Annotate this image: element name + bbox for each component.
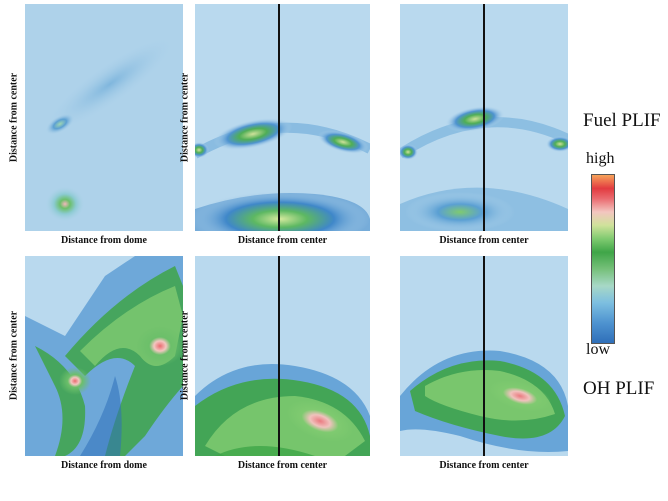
x-axis-label-fuel-3: Distance from center [439, 235, 529, 246]
row-title-oh-plif: OH PLIF [583, 378, 655, 399]
x-axis-label-fuel-2: Distance from center [237, 235, 328, 246]
center-line [483, 256, 485, 456]
x-axis-label-fuel-1: Distance from dome [61, 235, 147, 246]
x-axis-label-oh-1: Distance from dome [61, 460, 147, 471]
oh-plif-center-1-image [195, 256, 370, 456]
fuel-plif-dome-image [25, 4, 183, 231]
fuel-plif-panel-dome [25, 4, 183, 231]
colorbar-low-label: low [586, 341, 610, 358]
fuel-plif-panel-center-1 [195, 4, 370, 231]
x-axis-label-oh-3: Distance from center [439, 460, 529, 471]
colorbar-high-label: high [586, 150, 615, 167]
colorbar [591, 174, 615, 344]
oh-plif-dome-image [25, 256, 183, 456]
center-line [278, 4, 280, 231]
oh-plif-panel-center-2 [400, 256, 568, 456]
y-axis-label-fuel-1: Distance from center [8, 72, 20, 163]
center-line [278, 256, 280, 456]
row-title-fuel-plif: Fuel PLIF [583, 110, 661, 131]
fuel-plif-center-1-image [195, 4, 370, 231]
y-axis-label-fuel-2: Distance from center [179, 72, 191, 163]
center-line [483, 4, 485, 231]
oh-plif-panel-dome [25, 256, 183, 456]
y-axis-label-oh-1: Distance from center [8, 310, 20, 401]
y-axis-label-oh-2: Distance from center [179, 310, 191, 401]
x-axis-label-oh-2: Distance from center [237, 460, 328, 471]
oh-plif-panel-center-1 [195, 256, 370, 456]
fuel-plif-panel-center-2 [400, 4, 568, 231]
